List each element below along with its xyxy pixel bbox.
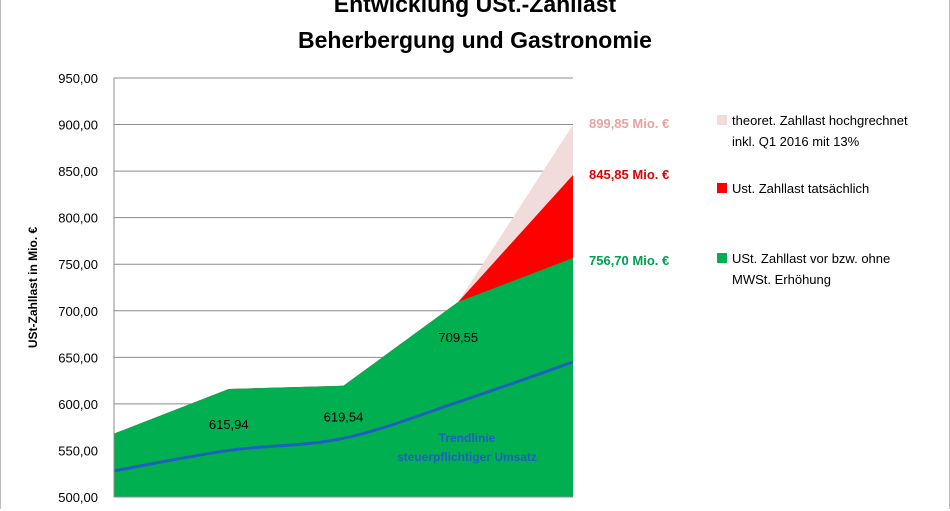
data-label: 709,55 [438, 330, 478, 345]
legend-swatch [717, 183, 727, 193]
legend-label-line1: USt. Zahllast vor bzw. ohne [732, 251, 891, 266]
y-axis-label: USt-Zahllast in Mio. € [26, 227, 40, 349]
axes: 950,00 900,00 850,00 800,00 750,00 700,00 650,… [26, 71, 573, 505]
y-tick-label: 650,00 [58, 350, 98, 365]
legend-label-line2: inkl. Q1 2016 mit 13% [732, 134, 860, 149]
y-tick-label: 950,00 [58, 71, 98, 86]
data-label: 615,94 [209, 417, 249, 432]
end-label: 845,85 Mio. € [589, 167, 669, 182]
legend-swatch [717, 253, 727, 263]
legend-label: Ust. Zahllast tatsächlich [732, 178, 869, 199]
y-tick-label: 850,00 [58, 164, 98, 179]
area-series [114, 124, 573, 497]
end-label: 756,70 Mio. € [589, 253, 669, 268]
trendline-label-line1: Trendlinie [439, 431, 496, 445]
trendline-label-line2: steuerpflichtiger Umsatz [397, 450, 537, 464]
data-label: 619,54 [324, 410, 364, 425]
y-tick-label: 550,00 [58, 443, 98, 458]
legend-label-line1: theoret. Zahllast hochgrechnet [732, 113, 908, 128]
end-label: 899,85 Mio. € [589, 116, 669, 131]
legend-swatch [717, 115, 727, 125]
legend-label-line1: Ust. Zahllast tatsächlich [732, 181, 870, 196]
legend-label: theoret. Zahllast hochgrechnet inkl. Q1 2… [732, 110, 908, 152]
area-series-1 [114, 257, 573, 497]
y-tick-label: 500,00 [58, 490, 98, 505]
y-tick-label: 600,00 [58, 397, 98, 412]
y-tick-label: 800,00 [58, 211, 98, 226]
legend-label: USt. Zahllast vor bzw. ohne MWSt. Erhöhun… [732, 248, 890, 290]
trendline [113, 360, 574, 473]
y-tick-label: 750,00 [58, 257, 98, 272]
y-tick-label: 900,00 [58, 118, 98, 133]
y-tick-label: 700,00 [58, 304, 98, 319]
trendline-group: Trendlinie steuerpflichtiger Umsatz [113, 360, 574, 473]
legend-label-line2: MWSt. Erhöhung [732, 272, 831, 287]
chart-title-line1: Entwicklung USt.-Zahllast [333, 0, 617, 17]
chart-labels: 615,94 619,54 709,55 899,85 Mio. € 845,85 Mi… [209, 116, 669, 432]
chart-title-line2: Beherbergung und Gastronomie [298, 27, 652, 53]
